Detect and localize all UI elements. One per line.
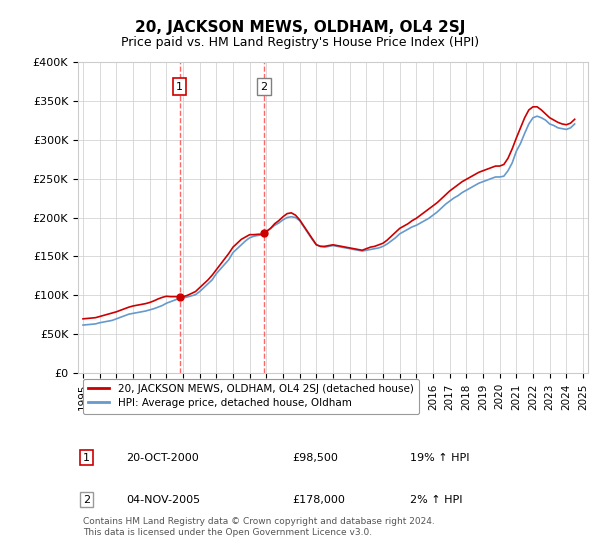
- Text: 2: 2: [83, 494, 90, 505]
- Text: 1: 1: [176, 82, 183, 91]
- Text: 1: 1: [83, 452, 90, 463]
- Text: Contains HM Land Registry data © Crown copyright and database right 2024.
This d: Contains HM Land Registry data © Crown c…: [83, 517, 435, 536]
- Text: £178,000: £178,000: [292, 494, 345, 505]
- Text: 04-NOV-2005: 04-NOV-2005: [127, 494, 200, 505]
- Text: £98,500: £98,500: [292, 452, 338, 463]
- Text: Price paid vs. HM Land Registry's House Price Index (HPI): Price paid vs. HM Land Registry's House …: [121, 36, 479, 49]
- Text: 2% ↑ HPI: 2% ↑ HPI: [409, 494, 462, 505]
- Text: 20-OCT-2000: 20-OCT-2000: [127, 452, 199, 463]
- Text: 20, JACKSON MEWS, OLDHAM, OL4 2SJ: 20, JACKSON MEWS, OLDHAM, OL4 2SJ: [135, 20, 465, 35]
- Legend: 20, JACKSON MEWS, OLDHAM, OL4 2SJ (detached house), HPI: Average price, detached: 20, JACKSON MEWS, OLDHAM, OL4 2SJ (detac…: [83, 379, 419, 414]
- Text: 2: 2: [260, 82, 267, 91]
- Text: 19% ↑ HPI: 19% ↑ HPI: [409, 452, 469, 463]
